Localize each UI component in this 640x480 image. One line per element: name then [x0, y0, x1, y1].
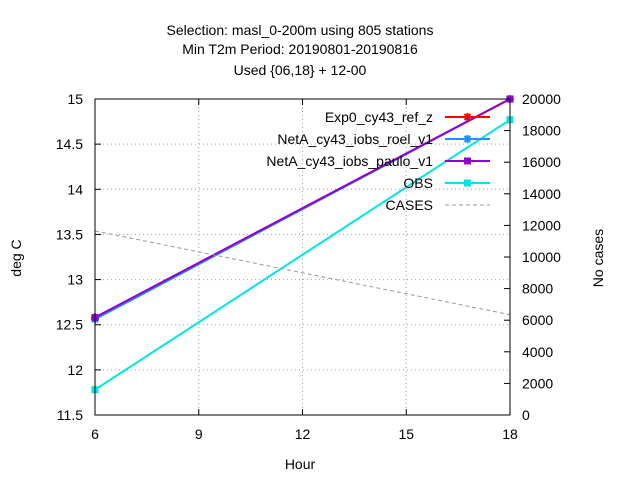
y2-tick-label: 2000: [522, 375, 553, 391]
legend-label-neta-cy43-iobs-paulo-v1: NetA_cy43_iobs_paulo_v1: [266, 153, 433, 169]
legend-label-neta-cy43-iobs-roel-v1: NetA_cy43_iobs_roel_v1: [277, 131, 433, 147]
y2-tick-label: 18000: [522, 123, 561, 139]
y-tick-label: 11.5: [57, 407, 83, 423]
x-tick-label: 6: [91, 426, 99, 442]
grid-lines: [95, 99, 510, 415]
series-line-obs: [94, 118, 511, 391]
legend-marker-neta-cy43-iobs-roel-v1: [463, 135, 472, 143]
legend-label-cases: CASES: [386, 197, 433, 213]
y2-axis-label: No cases: [590, 229, 606, 287]
y-tick-label: 13: [67, 272, 83, 288]
y2-tick-label: 16000: [522, 154, 561, 170]
y2-tick-label: 10000: [522, 249, 561, 265]
y2-tick-label: 6000: [522, 312, 553, 328]
y2-tick-label: 12000: [522, 217, 561, 233]
plot-frame: [94, 98, 511, 416]
x-tick-label: 18: [502, 426, 518, 442]
chart-title: Selection: masl_0-200m using 805 station…: [167, 22, 434, 78]
y2-tick-label: 0: [522, 407, 530, 423]
legend-marker-obs: [464, 179, 471, 187]
y-tick-label: 14.5: [56, 136, 83, 152]
legend: Exp0_cy43_ref_z NetA_cy43_iobs_roel_v1 Net…: [266, 109, 490, 213]
y-axis-label: deg C: [8, 239, 24, 276]
y-tick-label: 12: [67, 362, 83, 378]
y2-tick-label: 8000: [522, 281, 553, 297]
legend-marker-neta-cy43-iobs-paulo-v1: [464, 157, 471, 165]
x-axis-label: Hour: [285, 456, 316, 472]
y2-tick-label: 20000: [522, 91, 561, 107]
legend-label-obs: OBS: [403, 175, 433, 191]
series-line-neta-cy43-iobs-paulo-v1: [94, 98, 511, 319]
legend-marker-exp0-cy43-ref-z: [463, 113, 472, 121]
title-line-2: Min T2m Period: 20190801-20190816: [182, 41, 418, 57]
series-line-cases: [94, 230, 511, 316]
axes: 6 9 12 15 18 11.5 12 12.5 13 13.5 14 14.5 15 0 2000 400…: [56, 91, 561, 442]
y2-tick-label: 4000: [522, 344, 553, 360]
x-tick-label: 15: [398, 426, 414, 442]
x-tick-label: 9: [195, 426, 203, 442]
x-tick-label: 12: [295, 426, 311, 442]
y-tick-label: 13.5: [56, 226, 83, 242]
legend-label-exp0-cy43-ref-z: Exp0_cy43_ref_z: [325, 109, 433, 125]
title-line-1: Selection: masl_0-200m using 805 station…: [167, 22, 434, 38]
y2-tick-label: 14000: [522, 186, 561, 202]
y-tick-label: 15: [67, 91, 83, 107]
y-tick-label: 14: [67, 181, 83, 197]
y-tick-label: 12.5: [56, 317, 83, 333]
title-line-3: Used {06,18} + 12-00: [234, 62, 367, 78]
